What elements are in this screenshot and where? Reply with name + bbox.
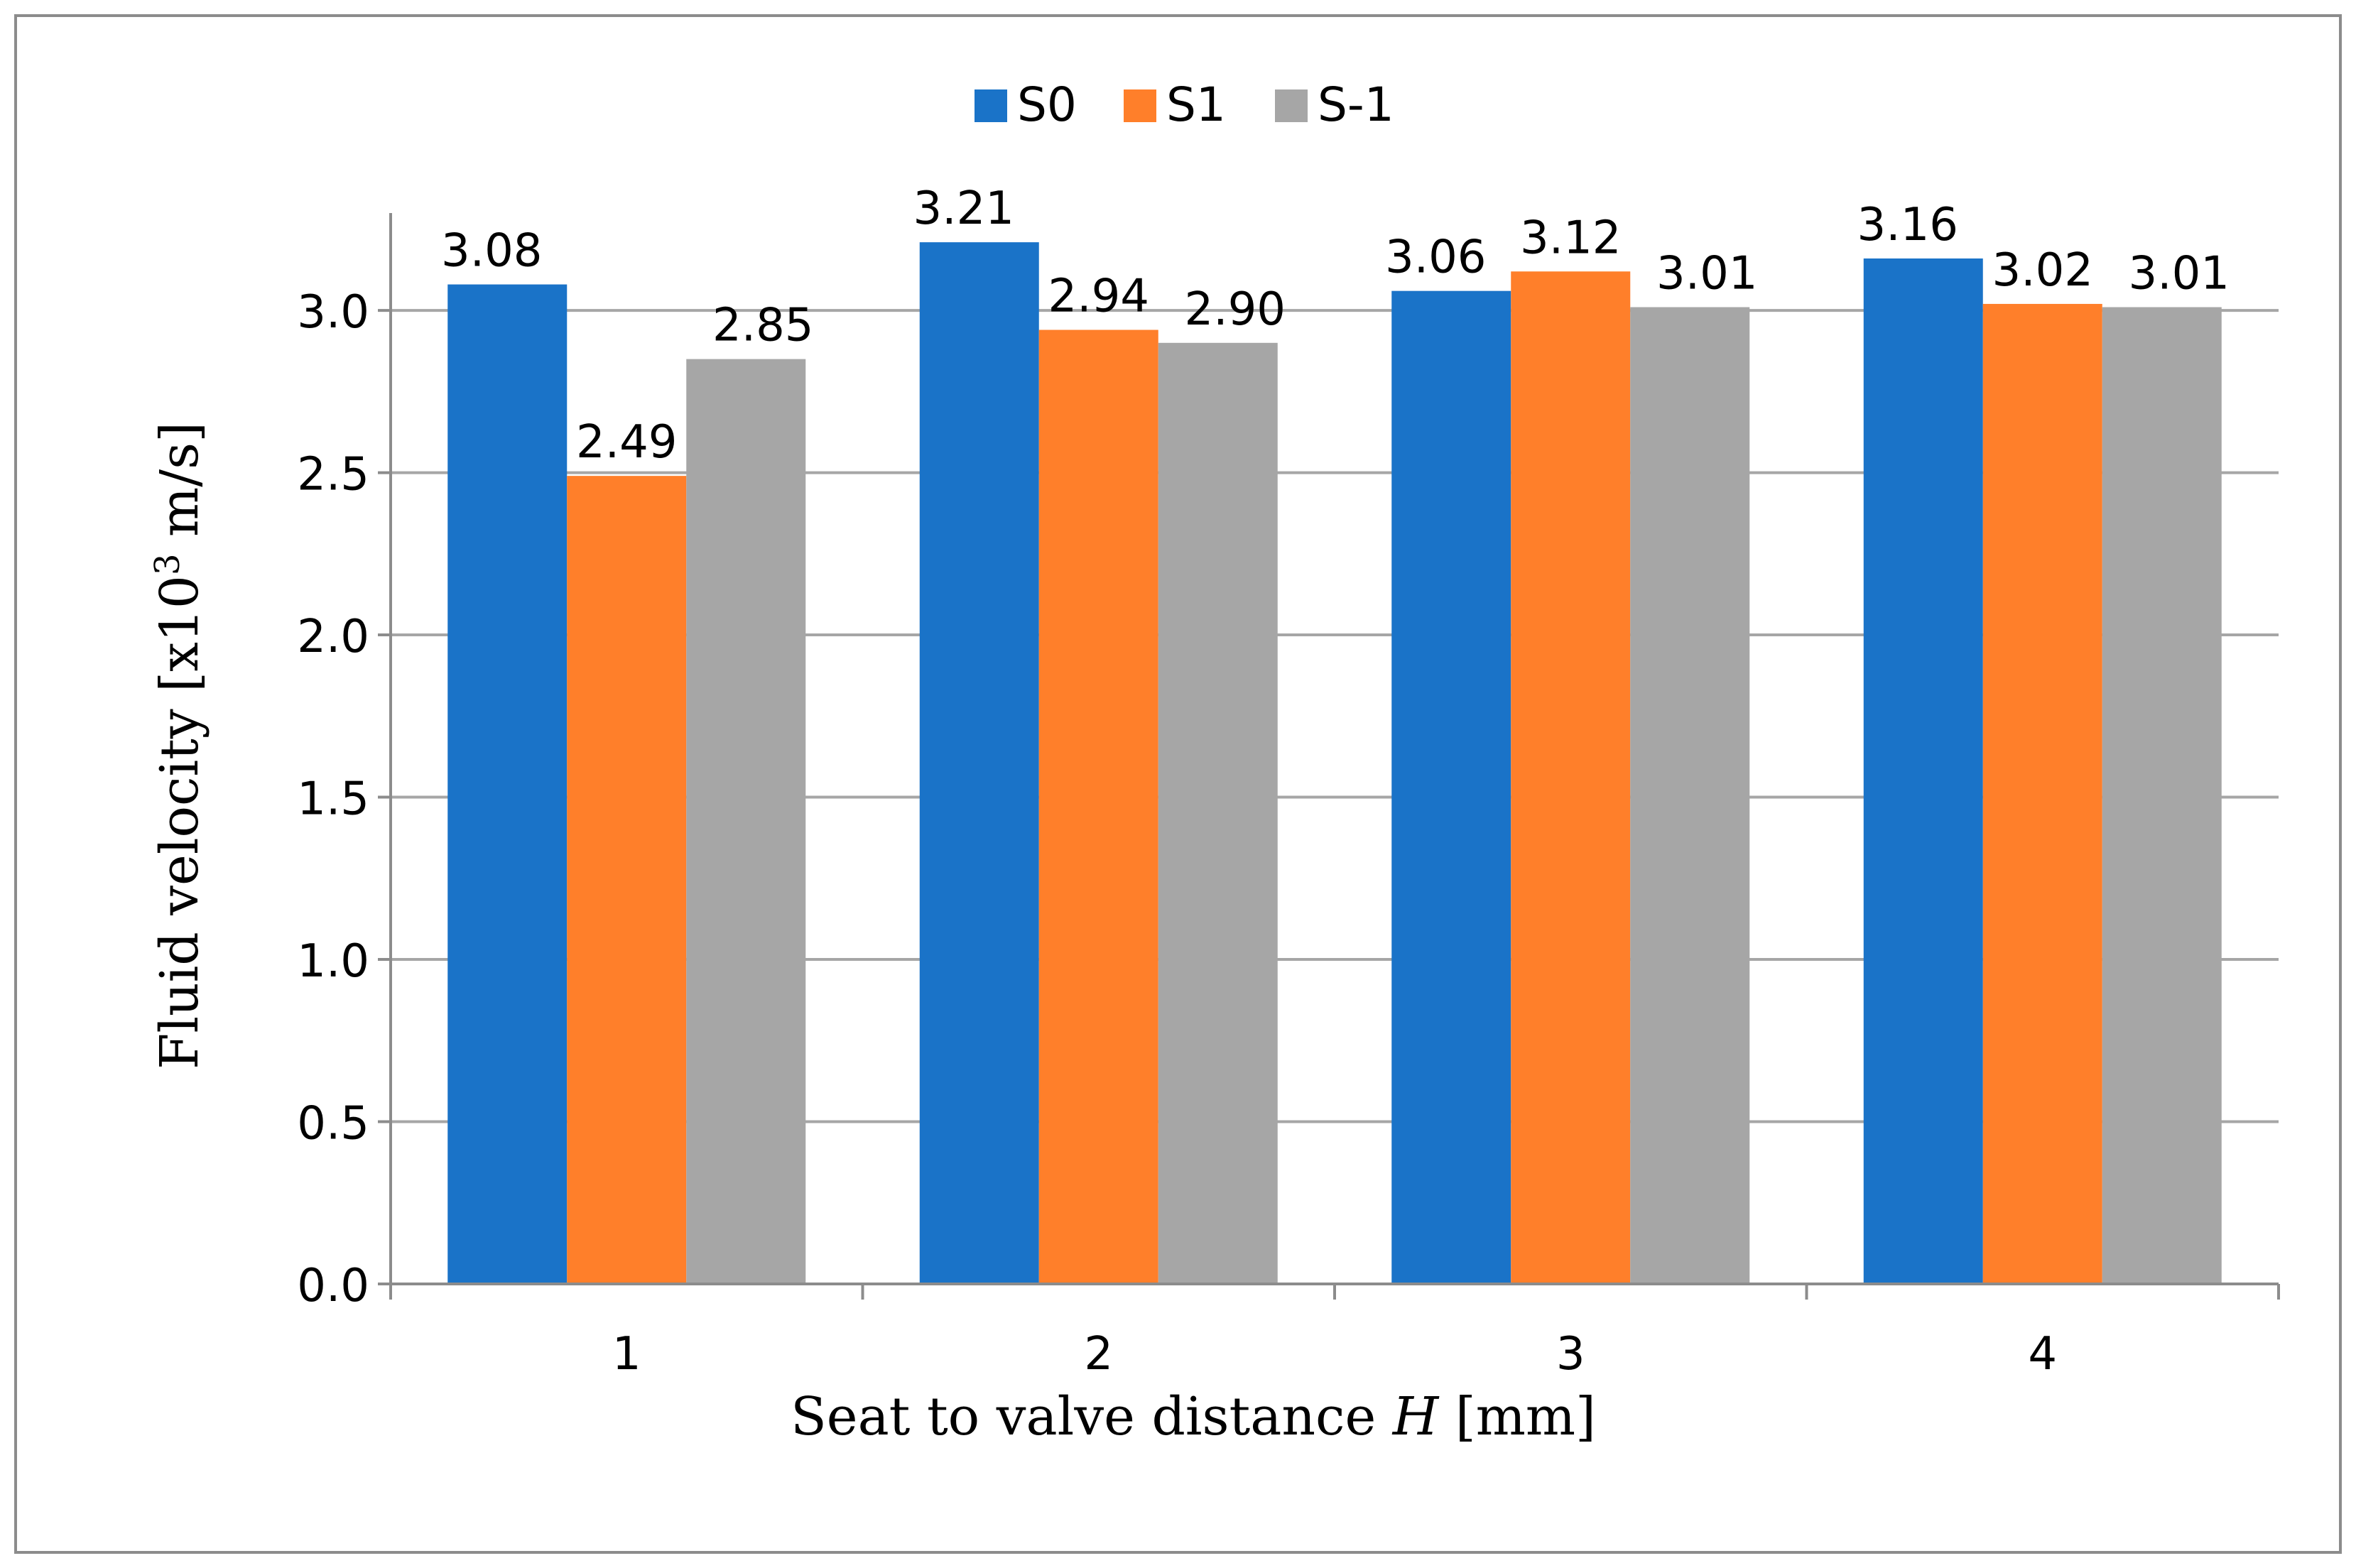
bar-S1-4 xyxy=(1982,303,2102,1284)
bar-S-1-4 xyxy=(2102,307,2222,1284)
bar-S0-2 xyxy=(919,242,1039,1285)
axes xyxy=(378,213,2280,1300)
x-axis-title: Seat to valve distance H [mm] xyxy=(791,1386,1596,1447)
data-label: 2.49 xyxy=(576,416,678,469)
y-tick-label: 0.5 xyxy=(297,1098,369,1150)
bar-S1-1 xyxy=(567,476,687,1284)
data-label: 3.01 xyxy=(2129,248,2230,300)
y-tick-label: 2.0 xyxy=(297,611,369,663)
y-tick-labels: 0.0 0.5 1.0 1.5 2.0 2.5 3.0 xyxy=(297,286,369,1312)
data-label: 3.01 xyxy=(1656,248,1758,300)
bar-S-1-1 xyxy=(686,359,806,1284)
legend-swatch xyxy=(975,89,1007,122)
data-label: 2.94 xyxy=(1048,271,1150,323)
bar-S0-1 xyxy=(447,284,568,1284)
legend: S0 S1 S-1 xyxy=(975,77,1394,132)
legend-swatch xyxy=(1275,89,1308,122)
data-label: 3.16 xyxy=(1857,199,1959,251)
bar-S1-2 xyxy=(1038,330,1158,1285)
bar-S1-3 xyxy=(1511,271,1631,1285)
x-tick-label: 1 xyxy=(612,1328,641,1381)
bar-S0-3 xyxy=(1391,290,1511,1284)
data-label: 3.12 xyxy=(1520,212,1622,264)
y-tick-label: 1.5 xyxy=(297,773,369,826)
data-label: 3.02 xyxy=(1992,244,2094,297)
y-tick-label: 3.0 xyxy=(297,286,369,339)
data-label: 3.06 xyxy=(1385,232,1487,284)
x-tick-labels: 1 2 3 4 xyxy=(612,1328,2057,1381)
bar-S-1-3 xyxy=(1630,307,1750,1284)
data-label: 2.85 xyxy=(712,300,814,352)
bar-S0-4 xyxy=(1863,258,1983,1284)
x-tick-label: 3 xyxy=(1556,1328,1585,1381)
legend-label: S1 xyxy=(1166,77,1226,132)
legend-swatch xyxy=(1124,89,1156,122)
data-labels: 3.08 2.49 2.85 3.21 2.94 2.90 3.06 3.12 3.01 3.16… xyxy=(441,183,2230,469)
x-tick-label: 2 xyxy=(1084,1328,1113,1381)
y-tick-label: 0.0 xyxy=(297,1260,369,1312)
x-tick-label: 4 xyxy=(2028,1328,2057,1381)
legend-label: S0 xyxy=(1017,77,1077,132)
bars xyxy=(447,242,2222,1285)
data-label: 3.21 xyxy=(913,183,1015,235)
data-label: 2.90 xyxy=(1185,283,1286,336)
bar-S-1-2 xyxy=(1158,342,1278,1285)
data-label: 3.08 xyxy=(441,225,543,278)
y-axis-title: Fluid velocity [x103 m/s] xyxy=(148,422,210,1069)
legend-label: S-1 xyxy=(1318,77,1394,132)
y-tick-label: 2.5 xyxy=(297,449,369,501)
y-tick-label: 1.0 xyxy=(297,935,369,988)
